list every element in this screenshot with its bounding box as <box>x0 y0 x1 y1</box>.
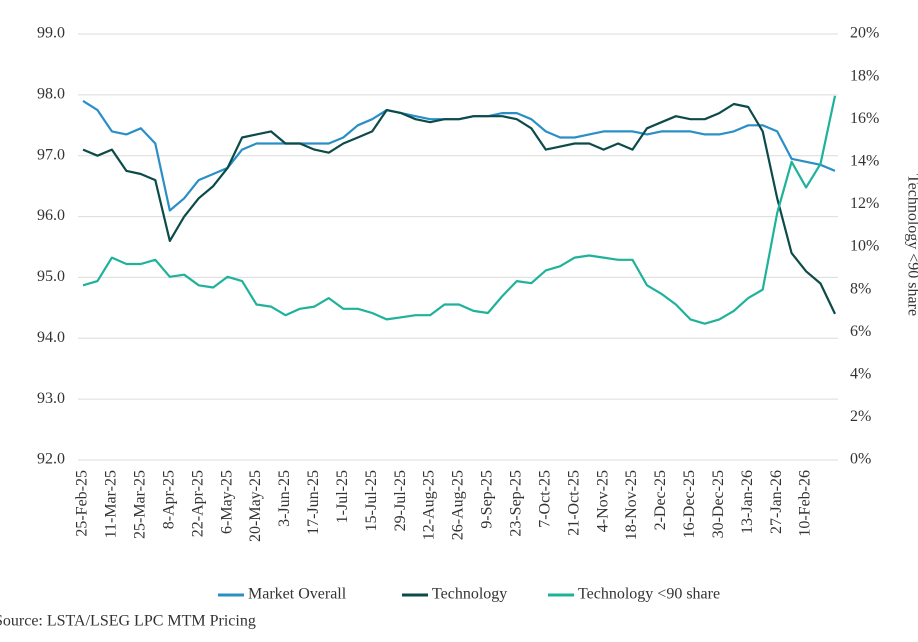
x-tick-label: 25-Mar-25 <box>132 470 149 539</box>
y2-tick-label: 16% <box>850 110 879 127</box>
y2-tick-label: 12% <box>850 195 879 212</box>
y2-tick-label: 14% <box>850 152 879 169</box>
x-tick-label: 6-May-25 <box>218 470 235 534</box>
y-tick-label: 92.0 <box>37 451 65 468</box>
y2-tick-label: 6% <box>850 323 871 340</box>
x-tick-label: 9-Sep-25 <box>479 470 496 529</box>
legend-label: Technology <box>432 586 507 603</box>
x-tick-label: 20-May-25 <box>247 470 264 542</box>
x-tick-label: 7-Oct-25 <box>536 470 553 528</box>
x-tick-label: 29-Jul-25 <box>392 470 409 531</box>
series-line <box>82 102 836 315</box>
y2-tick-label: 10% <box>850 238 879 255</box>
y-tick-label: 97.0 <box>37 146 65 163</box>
y-tick-label: 96.0 <box>37 207 65 224</box>
y2-tick-label: 2% <box>850 408 871 425</box>
y2-tick-label: 0% <box>850 451 871 468</box>
x-tick-label: 22-Apr-25 <box>189 470 206 537</box>
x-tick-label: 3-Jun-25 <box>276 470 293 527</box>
x-tick-label: 23-Sep-25 <box>508 470 525 537</box>
x-tick-label: 10-Feb-26 <box>797 470 814 537</box>
x-tick-label: 4-Nov-25 <box>594 470 611 532</box>
x-tick-label: 26-Aug-25 <box>450 470 467 540</box>
y-tick-label: 95.0 <box>37 268 65 285</box>
x-tick-label: 17-Jun-25 <box>305 470 322 535</box>
y2-tick-label: 4% <box>850 365 871 382</box>
source: Source: LSTA/LSEG LPC MTM Pricing <box>0 613 256 630</box>
series-line <box>82 95 837 325</box>
x-tick-label: 25-Feb-25 <box>74 470 91 537</box>
x-tick-label: 8-Apr-25 <box>160 470 177 529</box>
x-tick-label: 30-Dec-25 <box>710 470 727 538</box>
x-tick-label: 12-Aug-25 <box>421 470 438 540</box>
y2-axis-title: Technology <90 share <box>904 174 918 316</box>
y-tick-label: 99.0 <box>37 25 65 42</box>
y-tick-label: 98.0 <box>37 86 65 103</box>
x-tick-label: 15-Jul-25 <box>363 470 380 531</box>
x-tick-label: 18-Nov-25 <box>623 470 640 540</box>
y2-tick-label: 20% <box>850 25 879 42</box>
y2-tick-label: 8% <box>850 280 871 297</box>
x-tick-label: 27-Jan-26 <box>768 470 785 534</box>
y2-tick-label: 18% <box>850 67 879 84</box>
x-tick-label: 21-Oct-25 <box>565 470 582 536</box>
y-tick-label: 94.0 <box>37 329 65 346</box>
x-tick-label: 11-Mar-25 <box>103 470 120 538</box>
x-tick-label: 2-Dec-25 <box>652 470 669 530</box>
x-tick-label: 16-Dec-25 <box>681 470 698 538</box>
legend-label: Technology <90 share <box>578 586 720 603</box>
y-tick-label: 93.0 <box>37 390 65 407</box>
legend-label: Market Overall <box>248 586 347 603</box>
x-tick-label: 13-Jan-26 <box>739 470 756 534</box>
x-tick-label: 1-Jul-25 <box>334 470 351 523</box>
